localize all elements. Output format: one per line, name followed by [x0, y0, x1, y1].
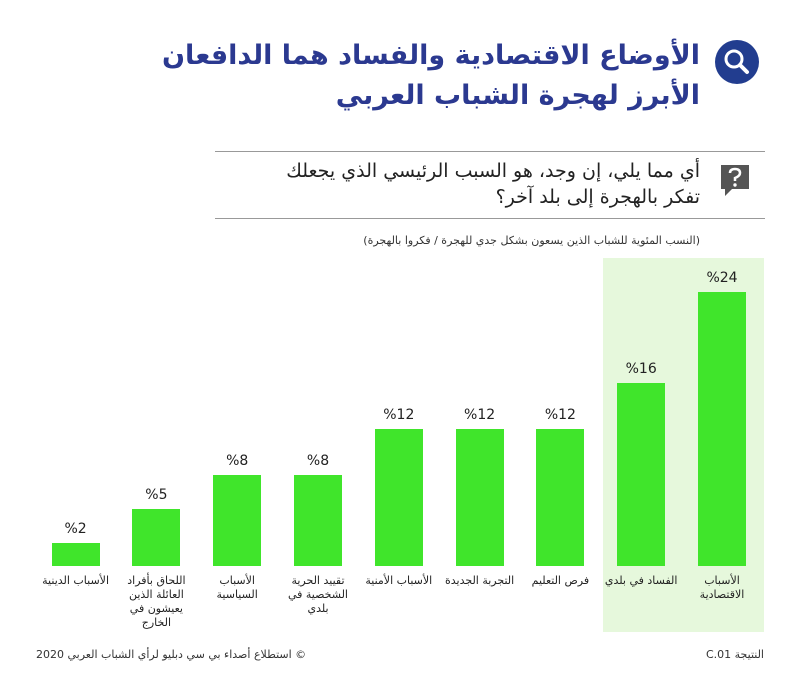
category-label: الأسباب الاقتصادية — [699, 574, 745, 601]
question-line: أي مما يلي، إن وجد، هو السبب الرئيسي الذ… — [286, 160, 700, 182]
value-label: %8 — [226, 452, 249, 469]
category-label: الأسباب الدينية — [42, 574, 110, 587]
category-label: التجربة الجديدة — [444, 574, 515, 587]
bar — [698, 291, 746, 566]
value-label: %12 — [544, 406, 576, 423]
divider — [215, 218, 765, 219]
bar — [51, 543, 100, 566]
category-label: تقييد الحرية الشخصية في بلدي — [287, 574, 348, 615]
question-icon — [721, 165, 749, 196]
value-label: %24 — [706, 269, 738, 286]
value-label: %12 — [464, 406, 496, 423]
category-label: اللحاق بأفراد العائلة الذين يعيشون في ال… — [127, 574, 186, 629]
bar — [132, 508, 181, 566]
bar — [294, 474, 342, 566]
category-label: الأسباب الأمنية — [365, 574, 433, 587]
value-label: %5 — [145, 486, 168, 503]
title-line: الأبرز لهجرة الشباب العربي — [335, 80, 700, 111]
bar — [374, 428, 423, 566]
source: © استطلاع أصداء بي سي دبليو لرأي الشباب … — [36, 648, 307, 661]
divider — [215, 151, 765, 152]
value-label: %8 — [306, 452, 330, 469]
value-label: %2 — [64, 521, 87, 538]
title-line: الأوضاع الاقتصادية والفساد هما الدافعان — [162, 40, 700, 71]
value-label: %12 — [383, 406, 415, 423]
finding-id: النتيجة C.01 — [705, 648, 764, 661]
value-label: %16 — [625, 361, 657, 378]
bar — [617, 383, 666, 566]
bar — [536, 428, 585, 566]
category-label: الأسباب السياسية — [216, 574, 258, 601]
chart-subtitle: (النسب المئوية للشباب الذين يسعون بشكل ج… — [363, 234, 700, 247]
search-icon — [715, 40, 759, 84]
bar — [455, 428, 504, 566]
category-label: الفساد في بلدي — [604, 574, 678, 587]
question-line: تفكر بالهجرة إلى بلد آخر؟ — [495, 186, 700, 208]
bar — [213, 474, 262, 566]
category-label: فرص التعليم — [531, 574, 590, 587]
